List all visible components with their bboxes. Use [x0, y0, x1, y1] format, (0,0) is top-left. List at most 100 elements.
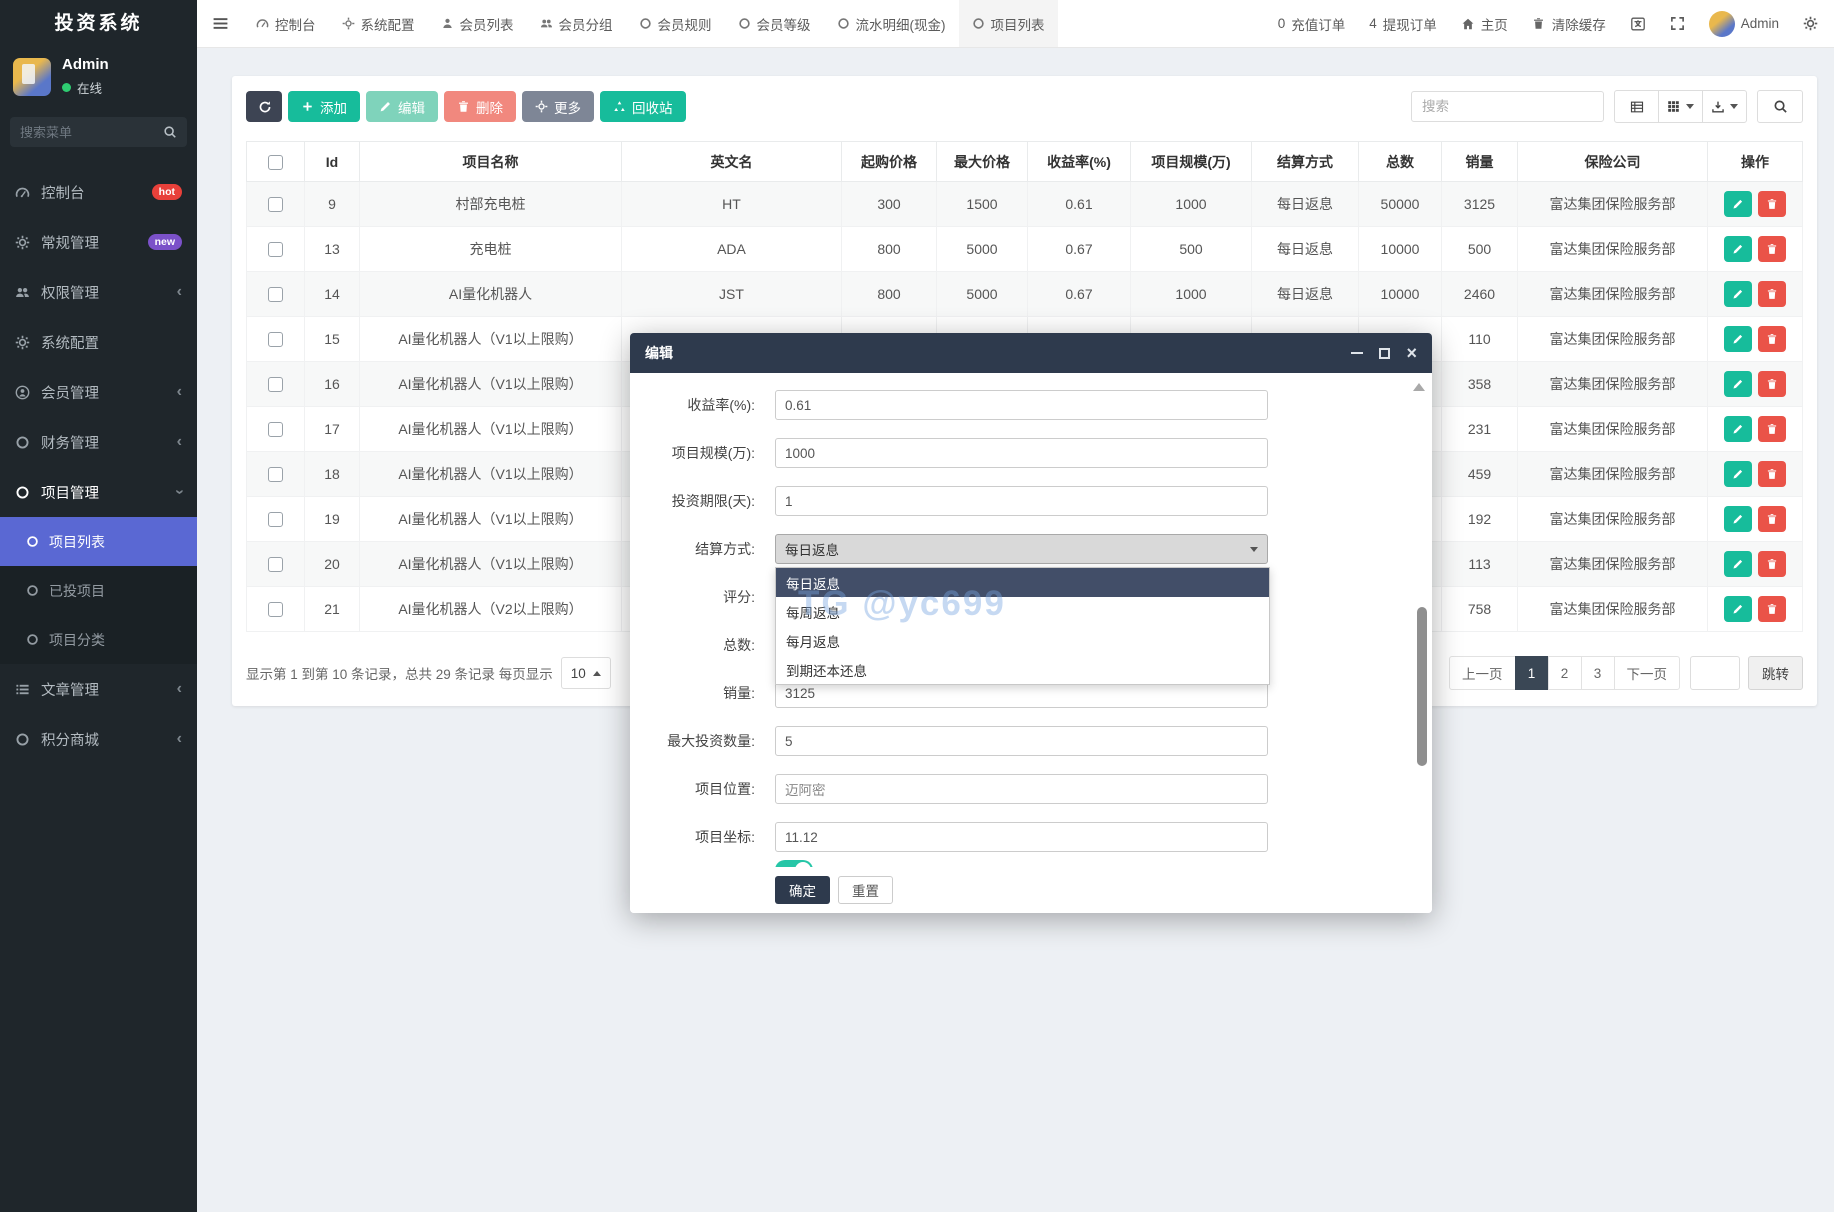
- user-menu[interactable]: Admin: [1708, 10, 1779, 37]
- rate-input[interactable]: [775, 390, 1268, 420]
- home-link[interactable]: 主页: [1461, 14, 1508, 34]
- pagination-page[interactable]: 1: [1514, 656, 1549, 690]
- coords-input[interactable]: [775, 822, 1268, 852]
- more-button[interactable]: 更多: [522, 91, 594, 122]
- row-checkbox[interactable]: [268, 422, 283, 438]
- row-checkbox[interactable]: [268, 242, 283, 258]
- row-delete-button[interactable]: [1758, 371, 1786, 397]
- sidebar-item-finance[interactable]: 财务管理 ‹: [0, 417, 197, 467]
- dropdown-option[interactable]: 每月返息: [786, 634, 840, 650]
- edit-button[interactable]: 编辑: [366, 91, 438, 122]
- page-jump-button[interactable]: 跳转: [1748, 656, 1803, 690]
- row-delete-button[interactable]: [1758, 506, 1786, 532]
- term-input[interactable]: [775, 486, 1268, 516]
- row-delete-button[interactable]: [1758, 596, 1786, 622]
- recycle-bin-button[interactable]: 回收站: [600, 91, 686, 122]
- pagination-page[interactable]: 3: [1580, 656, 1615, 690]
- row-checkbox[interactable]: [268, 197, 283, 213]
- search-button[interactable]: [1757, 90, 1803, 123]
- row-checkbox[interactable]: [268, 557, 283, 573]
- page-size-selector[interactable]: 10: [560, 657, 611, 689]
- tab-member-levels[interactable]: 会员等级: [725, 0, 824, 47]
- tab-project-list[interactable]: 项目列表: [958, 0, 1058, 47]
- refresh-button[interactable]: [246, 91, 282, 122]
- export-dropdown-button[interactable]: [1702, 90, 1747, 123]
- language-icon[interactable]: [1630, 16, 1646, 32]
- withdraw-orders-link[interactable]: 4 提现订单: [1369, 14, 1437, 34]
- sidebar-item-dashboard[interactable]: 控制台 hot: [0, 167, 197, 217]
- scroll-up-icon[interactable]: [1413, 383, 1425, 391]
- row-checkbox[interactable]: [268, 377, 283, 393]
- sidebar-search-input[interactable]: [10, 117, 187, 147]
- location-input[interactable]: [775, 774, 1268, 804]
- row-delete-button[interactable]: [1758, 326, 1786, 352]
- modal-scrollbar-thumb[interactable]: [1417, 607, 1427, 766]
- row-delete-button[interactable]: [1758, 416, 1786, 442]
- close-icon[interactable]: ×: [1406, 343, 1417, 363]
- row-edit-button[interactable]: [1724, 461, 1752, 487]
- row-checkbox[interactable]: [268, 512, 283, 528]
- row-delete-button[interactable]: [1758, 281, 1786, 307]
- add-button[interactable]: 添加: [288, 91, 360, 122]
- dropdown-option[interactable]: 到期还本还息: [786, 663, 867, 679]
- row-checkbox[interactable]: [268, 332, 283, 348]
- sidebar-item-invested-projects[interactable]: 已投项目: [0, 566, 197, 615]
- pagination-next[interactable]: 下一页: [1613, 656, 1680, 690]
- sidebar-item-system-config[interactable]: 系统配置: [0, 317, 197, 367]
- row-delete-button[interactable]: [1758, 551, 1786, 577]
- row-edit-button[interactable]: [1724, 191, 1752, 217]
- hamburger-icon[interactable]: [197, 0, 243, 47]
- table-search-input[interactable]: [1411, 91, 1604, 122]
- row-edit-button[interactable]: [1724, 551, 1752, 577]
- reset-button[interactable]: 重置: [838, 876, 893, 904]
- row-edit-button[interactable]: [1724, 281, 1752, 307]
- select-all-checkbox[interactable]: [268, 154, 283, 170]
- row-edit-button[interactable]: [1724, 371, 1752, 397]
- sidebar-item-project-list[interactable]: 项目列表: [0, 517, 197, 566]
- page-jump-input[interactable]: [1690, 656, 1740, 690]
- sidebar-item-points-mall[interactable]: 积分商城 ‹: [0, 714, 197, 764]
- sidebar-item-members[interactable]: 会员管理 ‹: [0, 367, 197, 417]
- row-delete-button[interactable]: [1758, 191, 1786, 217]
- row-edit-button[interactable]: [1724, 326, 1752, 352]
- detail-view-button[interactable]: [1614, 90, 1659, 123]
- settle-select[interactable]: 每日返息: [775, 534, 1268, 564]
- maximize-icon[interactable]: [1379, 347, 1391, 359]
- recharge-orders-link[interactable]: 0 充值订单: [1278, 14, 1346, 34]
- delete-button[interactable]: 删除: [444, 91, 516, 122]
- pagination-page[interactable]: 2: [1547, 656, 1582, 690]
- minimize-icon[interactable]: [1351, 352, 1364, 354]
- dropdown-option[interactable]: 每周返息: [786, 605, 840, 621]
- tab-cash-flow[interactable]: 流水明细(现金): [824, 0, 959, 47]
- sidebar-item-projects[interactable]: 项目管理 ‹: [0, 467, 197, 517]
- row-edit-button[interactable]: [1724, 416, 1752, 442]
- row-delete-button[interactable]: [1758, 461, 1786, 487]
- sidebar-item-permissions[interactable]: 权限管理 ‹: [0, 267, 197, 317]
- row-edit-button[interactable]: [1724, 236, 1752, 262]
- sidebar-item-articles[interactable]: 文章管理 ‹: [0, 664, 197, 714]
- dropdown-option[interactable]: 每日返息: [776, 568, 1269, 597]
- status-toggle[interactable]: [775, 860, 813, 867]
- max-invest-input[interactable]: [775, 726, 1268, 756]
- tab-dashboard[interactable]: 控制台: [243, 0, 329, 47]
- row-edit-button[interactable]: [1724, 596, 1752, 622]
- scale-input[interactable]: [775, 438, 1268, 468]
- confirm-button[interactable]: 确定: [775, 876, 830, 904]
- tab-member-groups[interactable]: 会员分组: [527, 0, 626, 47]
- pencil-icon: [379, 100, 392, 113]
- fullscreen-icon[interactable]: [1670, 16, 1685, 31]
- sidebar-item-project-categories[interactable]: 项目分类: [0, 615, 197, 664]
- settings-gear-icon[interactable]: [1803, 16, 1818, 31]
- row-checkbox[interactable]: [268, 602, 283, 618]
- columns-dropdown-button[interactable]: [1658, 90, 1703, 123]
- row-checkbox[interactable]: [268, 287, 283, 303]
- pagination-prev[interactable]: 上一页: [1449, 656, 1516, 690]
- tab-system-config[interactable]: 系统配置: [329, 0, 428, 47]
- tab-member-rules[interactable]: 会员规则: [626, 0, 725, 47]
- row-edit-button[interactable]: [1724, 506, 1752, 532]
- tab-member-list[interactable]: 会员列表: [428, 0, 527, 47]
- row-delete-button[interactable]: [1758, 236, 1786, 262]
- sidebar-item-general[interactable]: 常规管理 new: [0, 217, 197, 267]
- clear-cache-link[interactable]: 清除缓存: [1532, 14, 1606, 34]
- row-checkbox[interactable]: [268, 467, 283, 483]
